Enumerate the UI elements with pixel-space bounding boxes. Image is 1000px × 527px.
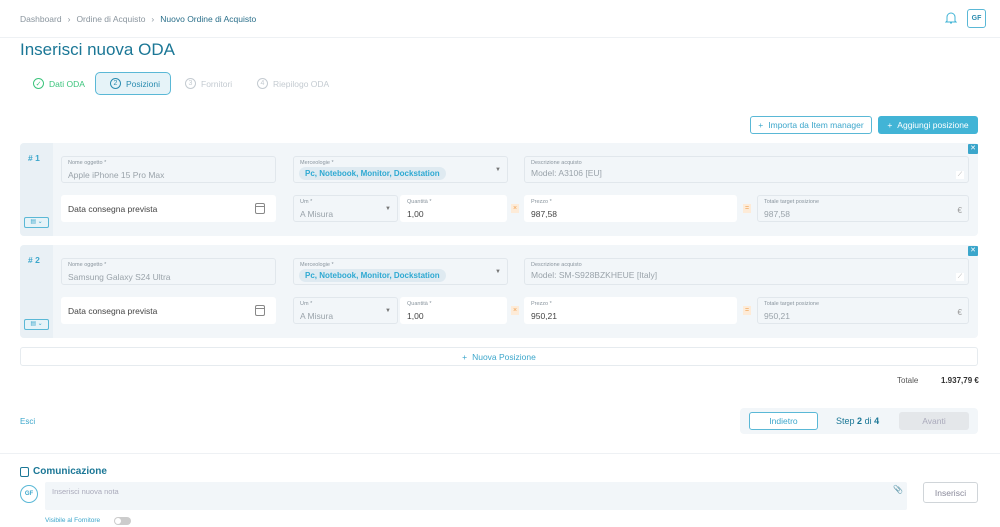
step-dati-oda[interactable]: ✓ Dati ODA [33, 78, 85, 89]
bell-icon[interactable] [944, 11, 958, 25]
quantita-field[interactable]: Quantità * 1,00 [400, 195, 507, 222]
header-divider [0, 37, 1000, 38]
check-icon: ✓ [33, 78, 44, 89]
section-divider [0, 453, 1000, 454]
euro-icon: € [957, 206, 962, 215]
merceologia-chip: Pc, Notebook, Monitor, Dockstation [299, 167, 446, 180]
data-consegna-field[interactable]: Data consegna prevista [61, 297, 276, 324]
calendar-icon[interactable] [255, 203, 265, 214]
breadcrumb: Dashboard › Ordine di Acquisto › Nuovo Ord… [20, 14, 257, 24]
communication-header: Comunicazione [20, 466, 107, 477]
um-select[interactable]: Um * A Misura ▼ [293, 297, 398, 324]
visible-to-supplier-toggle[interactable] [114, 517, 131, 525]
times-icon: × [511, 204, 519, 213]
times-icon: × [511, 306, 519, 315]
chevron-down-icon: ▼ [495, 167, 501, 173]
totale-posizione-field: Totale target posizione 950,21 € [757, 297, 969, 324]
import-item-manager-button[interactable]: + Importa da Item manager [750, 116, 872, 134]
calendar-icon[interactable] [255, 305, 265, 316]
remove-position-button[interactable]: ✕ [968, 246, 978, 256]
step-posizioni[interactable]: 2 Posizioni [95, 72, 171, 95]
breadcrumb-dashboard[interactable]: Dashboard [20, 14, 62, 24]
breadcrumb-current: Nuovo Ordine di Acquisto [160, 14, 257, 24]
total-value: 1.937,79 € [941, 376, 979, 385]
position-number: # 2 [28, 255, 40, 265]
step-fornitori[interactable]: 3 Fornitori [185, 78, 232, 89]
chevron-down-icon: ▼ [385, 206, 391, 212]
nome-oggetto-field[interactable]: Nome oggetto * Apple iPhone 15 Pro Max [61, 156, 276, 183]
submit-note-button[interactable]: Inserisci [923, 482, 978, 503]
back-button[interactable]: Indietro [749, 412, 818, 430]
merceologia-chip: Pc, Notebook, Monitor, Dockstation [299, 269, 446, 282]
prezzo-field[interactable]: Prezzo * 950,21 [524, 297, 737, 324]
next-button[interactable]: Avanti [899, 412, 969, 430]
equals-icon: = [743, 204, 751, 213]
remove-position-button[interactable]: ✕ [968, 144, 978, 154]
chevron-down-icon: ▼ [385, 308, 391, 314]
data-consegna-field[interactable]: Data consegna prevista [61, 195, 276, 222]
merceologie-select[interactable]: Merceologie * Pc, Notebook, Monitor, Dock… [293, 156, 508, 183]
descrizione-field[interactable]: Descrizione acquisto Model: A3106 [EU] ⟋ [524, 156, 969, 183]
plus-icon: + [462, 351, 468, 362]
merceologie-select[interactable]: Merceologie * Pc, Notebook, Monitor, Dock… [293, 258, 508, 285]
plus-icon: + [887, 120, 893, 130]
position-number: # 1 [28, 153, 40, 163]
position-options-button[interactable]: ▤ ⌄ [24, 319, 49, 330]
user-avatar[interactable]: GF [967, 9, 986, 28]
position-card: # 1 ✕ ▤ ⌄ Nome oggetto * Apple iPhone 15 … [20, 143, 978, 236]
paperclip-icon[interactable]: 📎 [893, 485, 903, 494]
prezzo-field[interactable]: Prezzo * 987,58 [524, 195, 737, 222]
descrizione-field[interactable]: Descrizione acquisto Model: SM-S928BZKHEU… [524, 258, 969, 285]
step-navigation: Indietro Step 2 di 4 Avanti [740, 408, 978, 434]
add-position-button[interactable]: + Aggiungi posizione [878, 116, 978, 134]
euro-icon: € [957, 308, 962, 317]
step-riepilogo[interactable]: 4 Riepilogo ODA [257, 78, 329, 89]
equals-icon: = [743, 306, 751, 315]
exit-link[interactable]: Esci [20, 417, 36, 426]
new-position-button[interactable]: + Nuova Posizione [20, 347, 978, 366]
note-textarea[interactable]: Inserisci nuova nota 📎 [45, 482, 907, 510]
position-card: # 2 ✕ ▤ ⌄ Nome oggetto * Samsung Galaxy S… [20, 245, 978, 338]
note-icon [20, 466, 29, 477]
totale-posizione-field: Totale target posizione 987,58 € [757, 195, 969, 222]
position-options-button[interactable]: ▤ ⌄ [24, 217, 49, 228]
quantita-field[interactable]: Quantità * 1,00 [400, 297, 507, 324]
chevron-down-icon: ▼ [495, 269, 501, 275]
total-label: Totale [897, 376, 919, 385]
nome-oggetto-field[interactable]: Nome oggetto * Samsung Galaxy S24 Ultra [61, 258, 276, 285]
user-avatar-comment: GF [20, 485, 38, 503]
um-select[interactable]: Um * A Misura ▼ [293, 195, 398, 222]
plus-icon: + [758, 120, 764, 130]
breadcrumb-ordine[interactable]: Ordine di Acquisto [76, 14, 146, 24]
resize-handle-icon[interactable]: ⟋ [956, 273, 964, 281]
visible-to-supplier-label: Visibile al Fornitore [45, 517, 101, 524]
step-indicator: Step 2 di 4 [836, 416, 880, 426]
resize-handle-icon[interactable]: ⟋ [956, 171, 964, 179]
page-title: Inserisci nuova ODA [20, 40, 175, 59]
